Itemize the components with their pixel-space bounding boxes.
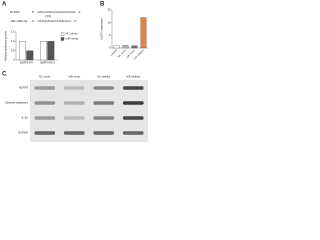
x-tick-label: miR mimic (126, 48, 137, 59)
blot-band (34, 101, 56, 105)
sequence: 5' ...GGGUUGGGUGGACCAAA... 3' (32, 10, 81, 14)
blot-band (63, 86, 85, 90)
legend-label: miR mimic (66, 37, 80, 41)
x-tick-label: NC mimic (117, 48, 127, 58)
blot-band (122, 101, 144, 105)
blot-band (122, 86, 144, 90)
y-axis-label: NLRP3 expression (100, 18, 104, 40)
y-tick-label: 1.0 (11, 39, 15, 43)
blot-column-label: NC inhibitor (97, 75, 111, 79)
y-tick-label: 1.5 (11, 30, 15, 34)
blot-band (63, 101, 85, 105)
panel-label: B (100, 2, 105, 8)
blot-row-label: GAPDH (18, 131, 28, 135)
bar (47, 41, 55, 61)
y-tick-label: 5 (109, 33, 111, 37)
blot-row-label: IL-1β (22, 116, 29, 120)
blot-band (93, 101, 115, 105)
bar (122, 45, 129, 49)
figure: A B C NLRP3 5' ...GGGUUGGGUGGACCAAA... 3… (2, 2, 148, 142)
sequence: 3' ...UCGAUGGUUUGGUCC... 5' (32, 19, 77, 23)
legend-label: NC mimic (66, 32, 79, 36)
y-tick-label: 0.5 (11, 48, 15, 52)
seq-name: NLRP3 (10, 10, 20, 14)
bar (140, 17, 147, 49)
blot-band (63, 131, 85, 135)
blot-band (34, 131, 56, 135)
x-tick-label: Control (110, 49, 118, 57)
x-tick-label: NLRP3-WT (20, 61, 34, 65)
legend-swatch (60, 37, 65, 41)
blot-band (34, 116, 56, 120)
bar (113, 45, 120, 49)
blot-band (122, 131, 144, 135)
blot-band (122, 116, 144, 120)
pairing: || |||||| (45, 15, 51, 18)
blot-band (34, 86, 56, 90)
panel-label: A (2, 2, 7, 8)
legend-swatch (60, 32, 65, 36)
blot-band (93, 131, 115, 135)
blot-column-label: miR mimic (68, 75, 81, 79)
y-tick-label: 0 (109, 46, 111, 50)
blot-band (93, 86, 115, 90)
x-tick-label: miR inhibitor (133, 49, 145, 61)
blot-row-label: Cleaved-caspase1 (5, 101, 29, 105)
bar (26, 50, 34, 61)
y-tick-label: 0 (13, 58, 15, 62)
panel-label: C (2, 72, 7, 78)
y-tick-label: 15 (108, 8, 111, 12)
bar (40, 41, 47, 61)
blot-column-label: NC mimic (39, 75, 51, 79)
x-tick-label: NLRP3-MUT (40, 61, 55, 65)
y-tick-label: 10 (108, 20, 111, 24)
seq-name: miR-133b-3p (10, 19, 28, 23)
bar (18, 41, 26, 61)
blot-column-label: miR inhibitor (126, 75, 141, 79)
bar (131, 45, 138, 49)
blot-band (93, 116, 115, 120)
y-axis-label: Relative luciferase activity (4, 30, 8, 61)
blot-band (63, 116, 85, 120)
blot-row-label: NLRP3 (19, 86, 28, 90)
